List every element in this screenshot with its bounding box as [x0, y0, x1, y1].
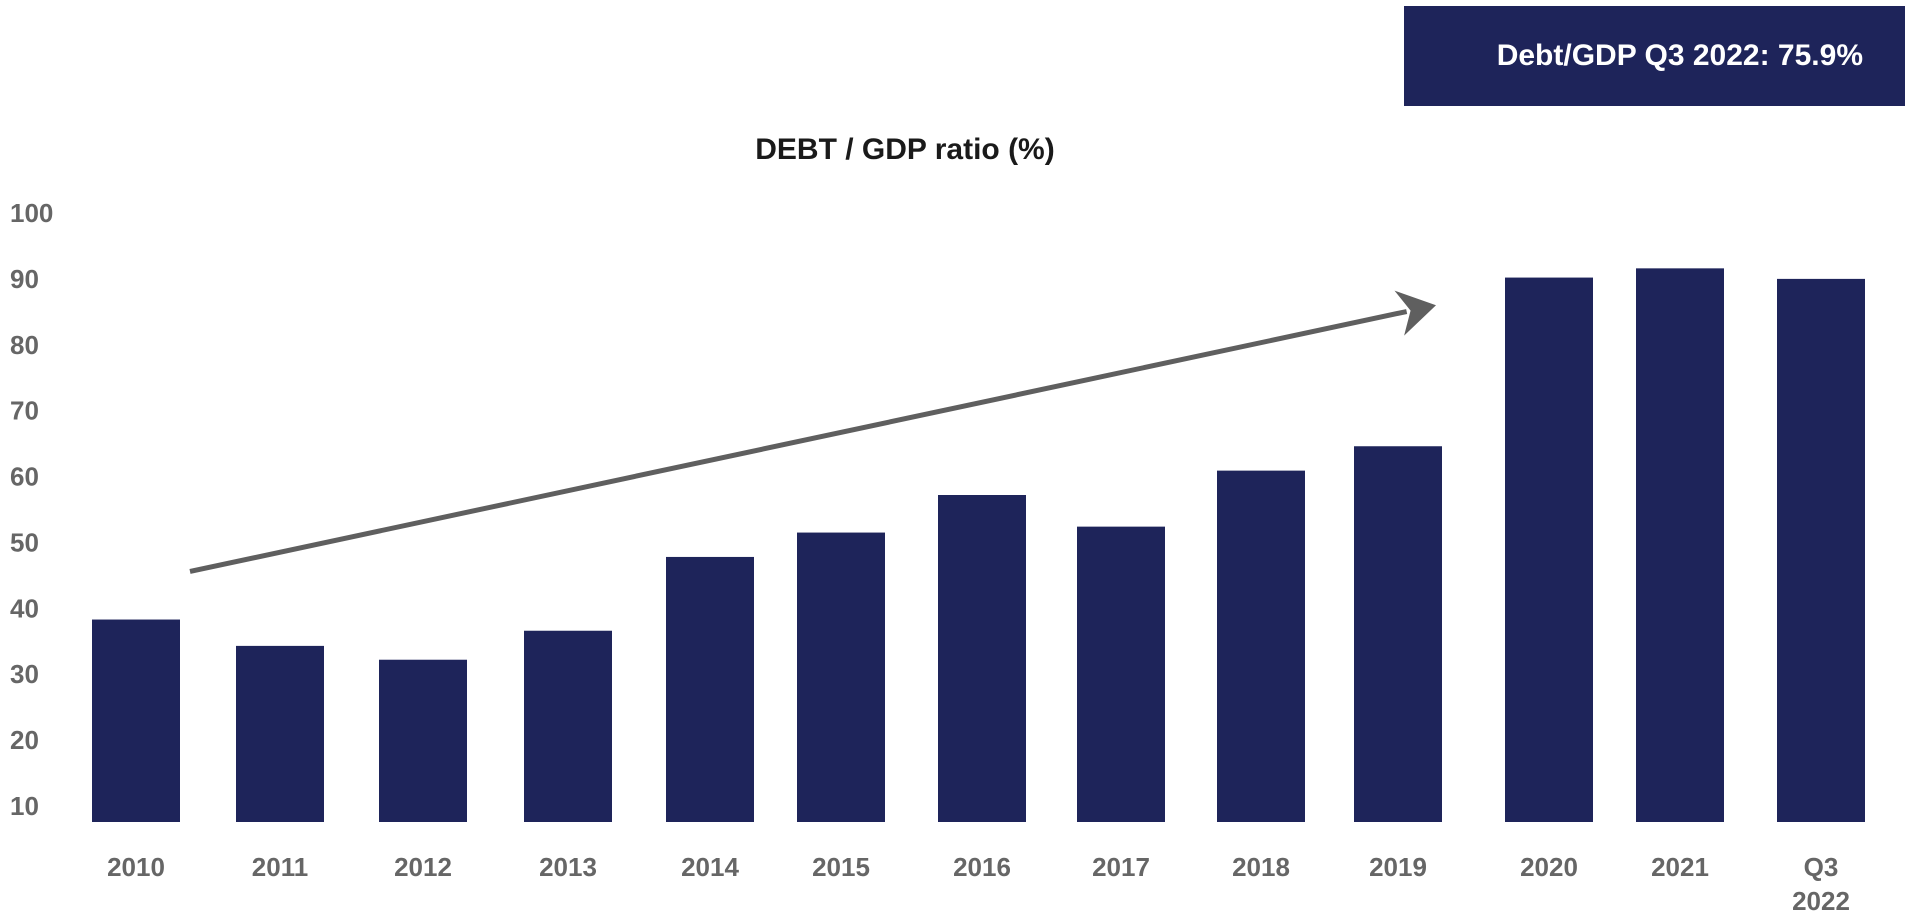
x-tick-label: 2013 — [539, 852, 597, 882]
x-tick-label: 2016 — [953, 852, 1011, 882]
y-tick-label: 90 — [10, 264, 39, 294]
y-tick-label: 80 — [10, 330, 39, 360]
trend-arrow-head — [1394, 290, 1436, 336]
bar — [1077, 526, 1165, 822]
x-tick-label: 2017 — [1092, 852, 1150, 882]
x-tick-label: 2018 — [1232, 852, 1290, 882]
x-tick-label: 2011 — [252, 852, 308, 882]
x-tick-label: 2020 — [1520, 852, 1578, 882]
chart-title: DEBT / GDP ratio (%) — [755, 133, 1054, 166]
y-axis-ticks: 10 20 30 40 50 60 70 80 90 100 — [10, 198, 53, 821]
bar — [1217, 470, 1305, 822]
x-tick-label: 2014 — [681, 852, 739, 882]
bar — [666, 556, 754, 822]
bar — [524, 630, 612, 822]
debt-gdp-callout: Debt/GDP Q3 2022: 75.9% — [1404, 6, 1905, 106]
y-tick-label: 70 — [10, 396, 39, 426]
y-tick-label: 60 — [10, 462, 39, 492]
y-tick-label: 40 — [10, 593, 39, 623]
x-tick-label: 2015 — [812, 852, 870, 882]
bar — [938, 495, 1026, 822]
x-tick-label: 2021 — [1651, 852, 1709, 882]
x-tick-label: Q3 2022 — [1792, 852, 1850, 911]
bar — [1636, 268, 1724, 822]
bar — [92, 619, 180, 822]
y-tick-label: 30 — [10, 659, 39, 689]
trend-arrow-line — [189, 309, 1408, 574]
x-tick-label: 2010 — [107, 852, 165, 882]
bars — [92, 268, 1865, 822]
bar — [1777, 278, 1865, 822]
annotations — [189, 290, 1436, 574]
x-tick-label: 2012 — [394, 852, 452, 882]
y-tick-label: 10 — [10, 791, 39, 821]
y-tick-label: 100 — [10, 198, 53, 228]
bar — [1505, 277, 1593, 822]
y-tick-label: 50 — [10, 527, 39, 557]
bar — [1354, 446, 1442, 822]
x-axis-ticks: 2010 2011 2012 2013 2014 2015 2016 2017 2018 2019… — [107, 852, 1850, 911]
y-tick-label: 20 — [10, 725, 39, 755]
callout-text: Debt/GDP Q3 2022: 75.9% — [1496, 39, 1863, 72]
bar — [379, 659, 467, 822]
x-tick-label: 2019 — [1369, 852, 1427, 882]
bar — [797, 532, 885, 822]
bar — [236, 645, 324, 822]
